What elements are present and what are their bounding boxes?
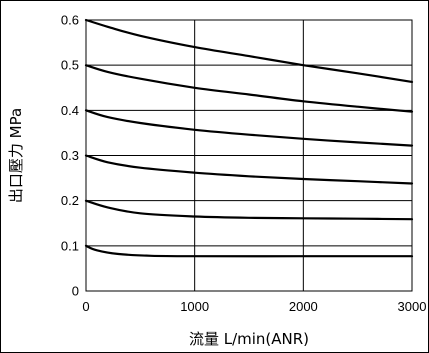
y-tick-label: 0.1	[61, 238, 79, 253]
curves	[84, 18, 414, 258]
y-tick-label: 0.2	[61, 193, 79, 208]
pressure-curve-5	[84, 64, 414, 113]
x-tick-label: 0	[82, 299, 89, 314]
pressure-curve-2	[84, 199, 414, 221]
x-axis-label: 流量 L/min(ANR)	[189, 330, 309, 348]
y-tick-label: 0.3	[61, 148, 79, 163]
pressure-curve-3	[84, 154, 414, 185]
x-tick-labels: 0 1000 2000 3000	[82, 299, 426, 314]
y-tick-label: 0.6	[61, 13, 79, 28]
y-tick-label: 0	[72, 284, 79, 299]
pressure-curve-1	[84, 244, 414, 258]
x-tick-label: 3000	[398, 299, 427, 314]
pressure-curve-4	[84, 109, 414, 147]
grid	[86, 19, 413, 291]
y-tick-labels: 0 0.1 0.2 0.3 0.4 0.5 0.6	[61, 13, 79, 299]
y-tick-label: 0.5	[61, 58, 79, 73]
pressure-curve-6	[84, 18, 414, 83]
x-tick-label: 1000	[180, 299, 209, 314]
x-tick-label: 2000	[289, 299, 318, 314]
y-axis-label: 出口壓力 MPa	[7, 108, 25, 203]
y-tick-label: 0.4	[61, 103, 79, 118]
